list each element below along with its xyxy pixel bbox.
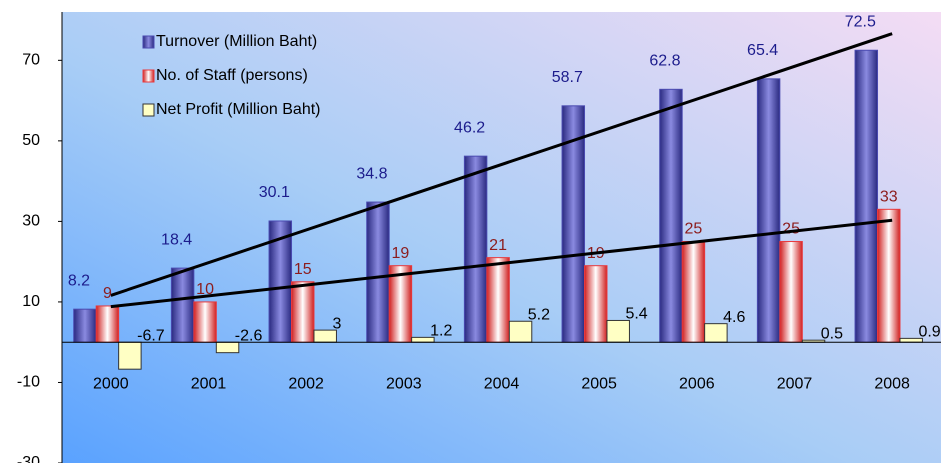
y-tick-label: 70	[22, 52, 40, 69]
value-label: 5.2	[528, 306, 550, 323]
legend-label: Net Profit (Million Baht)	[156, 101, 321, 118]
x-tick-label: 2008	[874, 375, 910, 392]
x-tick-label: 2005	[581, 375, 617, 392]
value-label: 8.2	[68, 272, 90, 289]
value-label: 4.6	[723, 309, 745, 326]
value-label: 72.5	[845, 13, 876, 30]
legend-swatch	[142, 69, 155, 83]
x-tick-label: 2001	[191, 375, 227, 392]
x-tick-label: 2006	[679, 375, 715, 392]
value-label: 15	[294, 261, 312, 278]
y-tick-label: -10	[17, 374, 40, 391]
value-label: 58.7	[552, 69, 583, 86]
value-label: -2.6	[235, 327, 263, 344]
value-label: 21	[489, 237, 507, 254]
legend-swatch	[142, 103, 155, 117]
bar	[606, 319, 630, 343]
y-tick-label: 10	[22, 293, 40, 310]
x-tick-label: 2007	[777, 375, 813, 392]
legend-label: No. of Staff (persons)	[156, 67, 308, 84]
bar	[704, 323, 728, 343]
value-label: 10	[196, 281, 214, 298]
value-label: 25	[782, 221, 800, 238]
value-label: 30.1	[259, 184, 290, 201]
value-label: 65.4	[747, 42, 778, 59]
bar	[659, 88, 683, 343]
bar	[508, 320, 533, 343]
bar	[388, 265, 413, 343]
value-label: 3	[332, 315, 341, 332]
bar	[756, 78, 781, 343]
x-tick-label: 2003	[386, 375, 422, 392]
x-tick-label: 2002	[288, 375, 324, 392]
bar	[854, 49, 879, 343]
bar	[73, 308, 97, 343]
value-label: 18.4	[161, 231, 192, 248]
bar	[877, 208, 901, 343]
value-label: 25	[685, 221, 703, 238]
bar	[366, 201, 390, 343]
bar	[170, 267, 195, 343]
y-tick-label: 50	[22, 132, 40, 149]
bar	[584, 265, 608, 343]
value-label: 0.95	[918, 324, 941, 341]
value-label: 5.4	[625, 306, 647, 323]
y-tick-label: -30	[17, 454, 40, 463]
value-label: 46.2	[454, 119, 485, 136]
value-label: 1.2	[430, 323, 452, 340]
trend-line	[110, 218, 893, 309]
x-tick-label: 2000	[93, 375, 129, 392]
bar	[486, 257, 510, 343]
trend-line	[110, 32, 893, 297]
legend-label: Turnover (Million Baht)	[156, 33, 317, 50]
bar	[193, 301, 217, 343]
bar	[681, 241, 706, 343]
x-tick-label: 2004	[484, 375, 520, 392]
bar	[779, 241, 803, 343]
bar	[118, 341, 142, 370]
value-label: -6.7	[137, 327, 165, 344]
value-label: 0.5	[821, 325, 843, 342]
legend-swatch	[142, 35, 155, 49]
value-label: 34.8	[356, 165, 387, 182]
bar	[95, 305, 120, 343]
plot-area	[62, 12, 941, 463]
y-tick-label: 30	[22, 213, 40, 230]
value-label: 9	[103, 285, 112, 302]
value-label: 62.8	[649, 53, 680, 70]
bar	[291, 281, 315, 343]
bar	[463, 155, 488, 343]
value-label: 33	[880, 189, 898, 206]
value-label: 19	[392, 245, 410, 262]
